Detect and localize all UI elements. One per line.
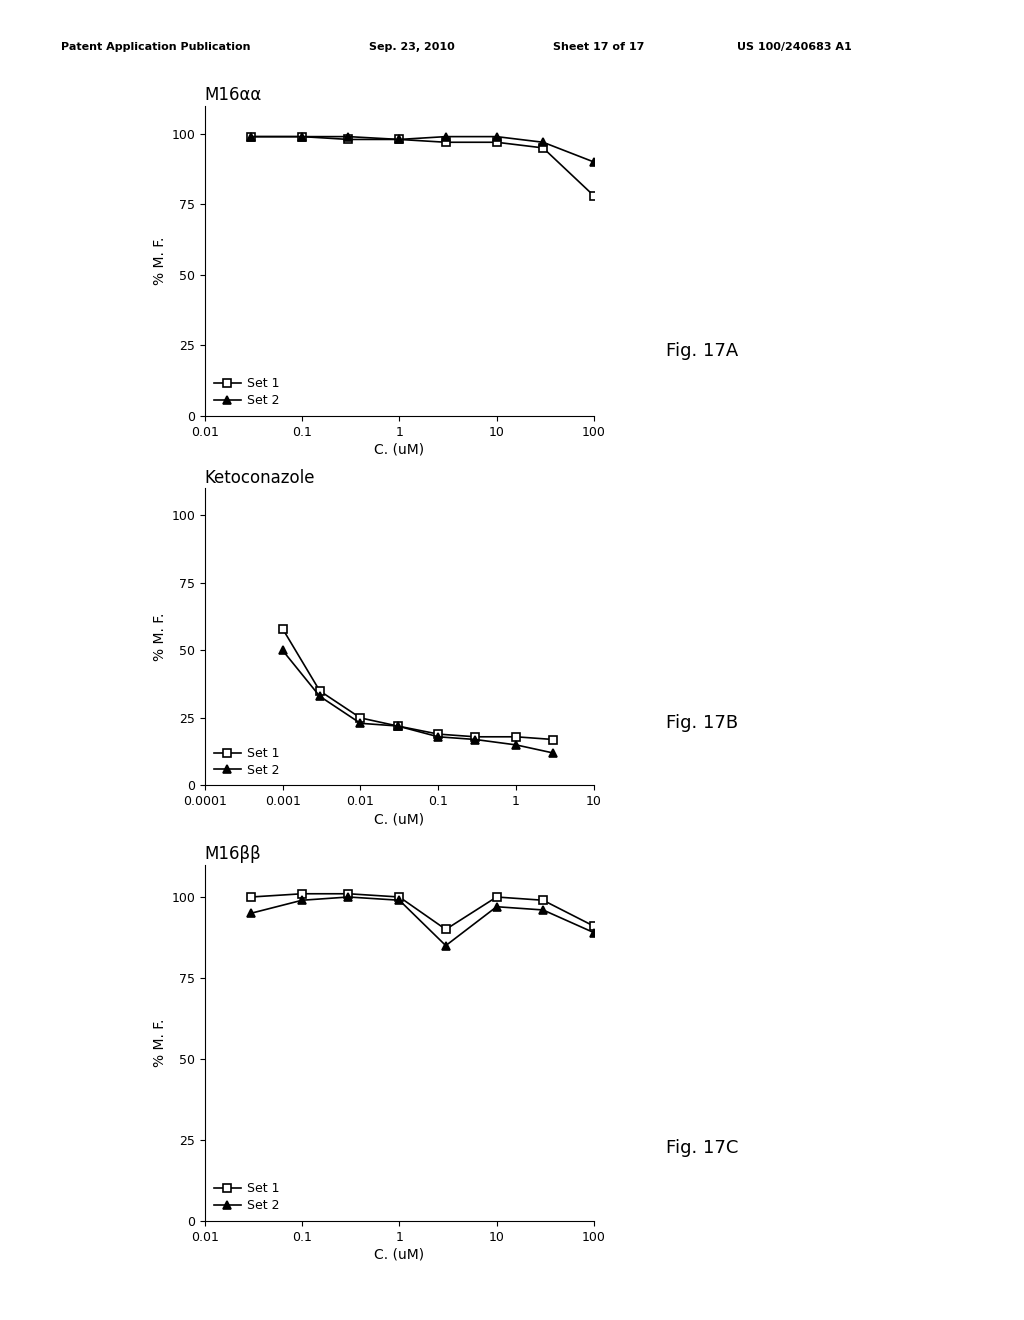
Set 2	[393, 892, 406, 908]
Set 1	[490, 135, 503, 150]
Set 2	[391, 718, 403, 734]
Set 2	[245, 906, 257, 921]
Set 1	[393, 890, 406, 906]
Set 1	[342, 132, 354, 148]
Set 2	[547, 744, 559, 760]
Set 2	[342, 890, 354, 906]
Set 2	[296, 892, 308, 908]
Set 2	[393, 132, 406, 148]
Set 1	[296, 886, 308, 902]
Line: Set 1: Set 1	[247, 890, 598, 933]
Text: Fig. 17B: Fig. 17B	[666, 714, 737, 731]
Legend: Set 1, Set 2: Set 1, Set 2	[211, 1180, 283, 1214]
Line: Set 2: Set 2	[247, 132, 598, 166]
Set 2	[439, 937, 452, 953]
Set 1	[537, 140, 549, 156]
Set 1	[469, 729, 481, 744]
Set 2	[276, 643, 289, 659]
Text: M16ββ: M16ββ	[205, 845, 261, 863]
Set 1	[537, 892, 549, 908]
Set 1	[245, 128, 257, 144]
Set 1	[354, 710, 367, 726]
Y-axis label: % M. F.: % M. F.	[153, 1019, 167, 1067]
Text: Sheet 17 of 17: Sheet 17 of 17	[553, 42, 644, 53]
Set 1	[245, 890, 257, 906]
Set 2	[490, 128, 503, 144]
Set 1	[342, 886, 354, 902]
Set 1	[296, 128, 308, 144]
Set 2	[432, 729, 444, 744]
Set 1	[313, 682, 326, 698]
Set 1	[547, 731, 559, 747]
Line: Set 2: Set 2	[279, 647, 557, 758]
Set 2	[588, 925, 600, 941]
Set 2	[342, 128, 354, 144]
Legend: Set 1, Set 2: Set 1, Set 2	[211, 744, 283, 779]
Set 2	[490, 899, 503, 915]
Line: Set 2: Set 2	[247, 892, 598, 950]
Text: US 100/240683 A1: US 100/240683 A1	[737, 42, 852, 53]
Set 1	[393, 132, 406, 148]
X-axis label: C. (uM): C. (uM)	[375, 1247, 424, 1262]
Y-axis label: % M. F.: % M. F.	[153, 236, 167, 285]
Set 1	[588, 919, 600, 935]
Set 2	[537, 902, 549, 917]
Set 2	[588, 154, 600, 170]
Text: Sep. 23, 2010: Sep. 23, 2010	[369, 42, 455, 53]
Set 2	[245, 128, 257, 144]
Set 2	[510, 737, 522, 752]
Line: Set 1: Set 1	[279, 624, 557, 743]
X-axis label: C. (uM): C. (uM)	[375, 812, 424, 826]
Set 2	[354, 715, 367, 731]
Set 2	[469, 731, 481, 747]
Set 1	[510, 729, 522, 744]
Set 2	[296, 128, 308, 144]
X-axis label: C. (uM): C. (uM)	[375, 442, 424, 457]
Set 1	[439, 921, 452, 937]
Set 2	[537, 135, 549, 150]
Legend: Set 1, Set 2: Set 1, Set 2	[211, 375, 283, 409]
Text: Ketoconazole: Ketoconazole	[205, 469, 315, 487]
Set 1	[276, 620, 289, 636]
Text: M16αα: M16αα	[205, 86, 262, 104]
Set 2	[439, 128, 452, 144]
Text: Patent Application Publication: Patent Application Publication	[61, 42, 251, 53]
Set 1	[432, 726, 444, 742]
Text: Fig. 17A: Fig. 17A	[666, 342, 738, 360]
Set 1	[439, 135, 452, 150]
Set 1	[588, 187, 600, 203]
Set 2	[313, 689, 326, 705]
Set 1	[391, 718, 403, 734]
Y-axis label: % M. F.: % M. F.	[153, 612, 167, 661]
Set 1	[490, 890, 503, 906]
Line: Set 1: Set 1	[247, 132, 598, 201]
Text: Fig. 17C: Fig. 17C	[666, 1139, 738, 1156]
